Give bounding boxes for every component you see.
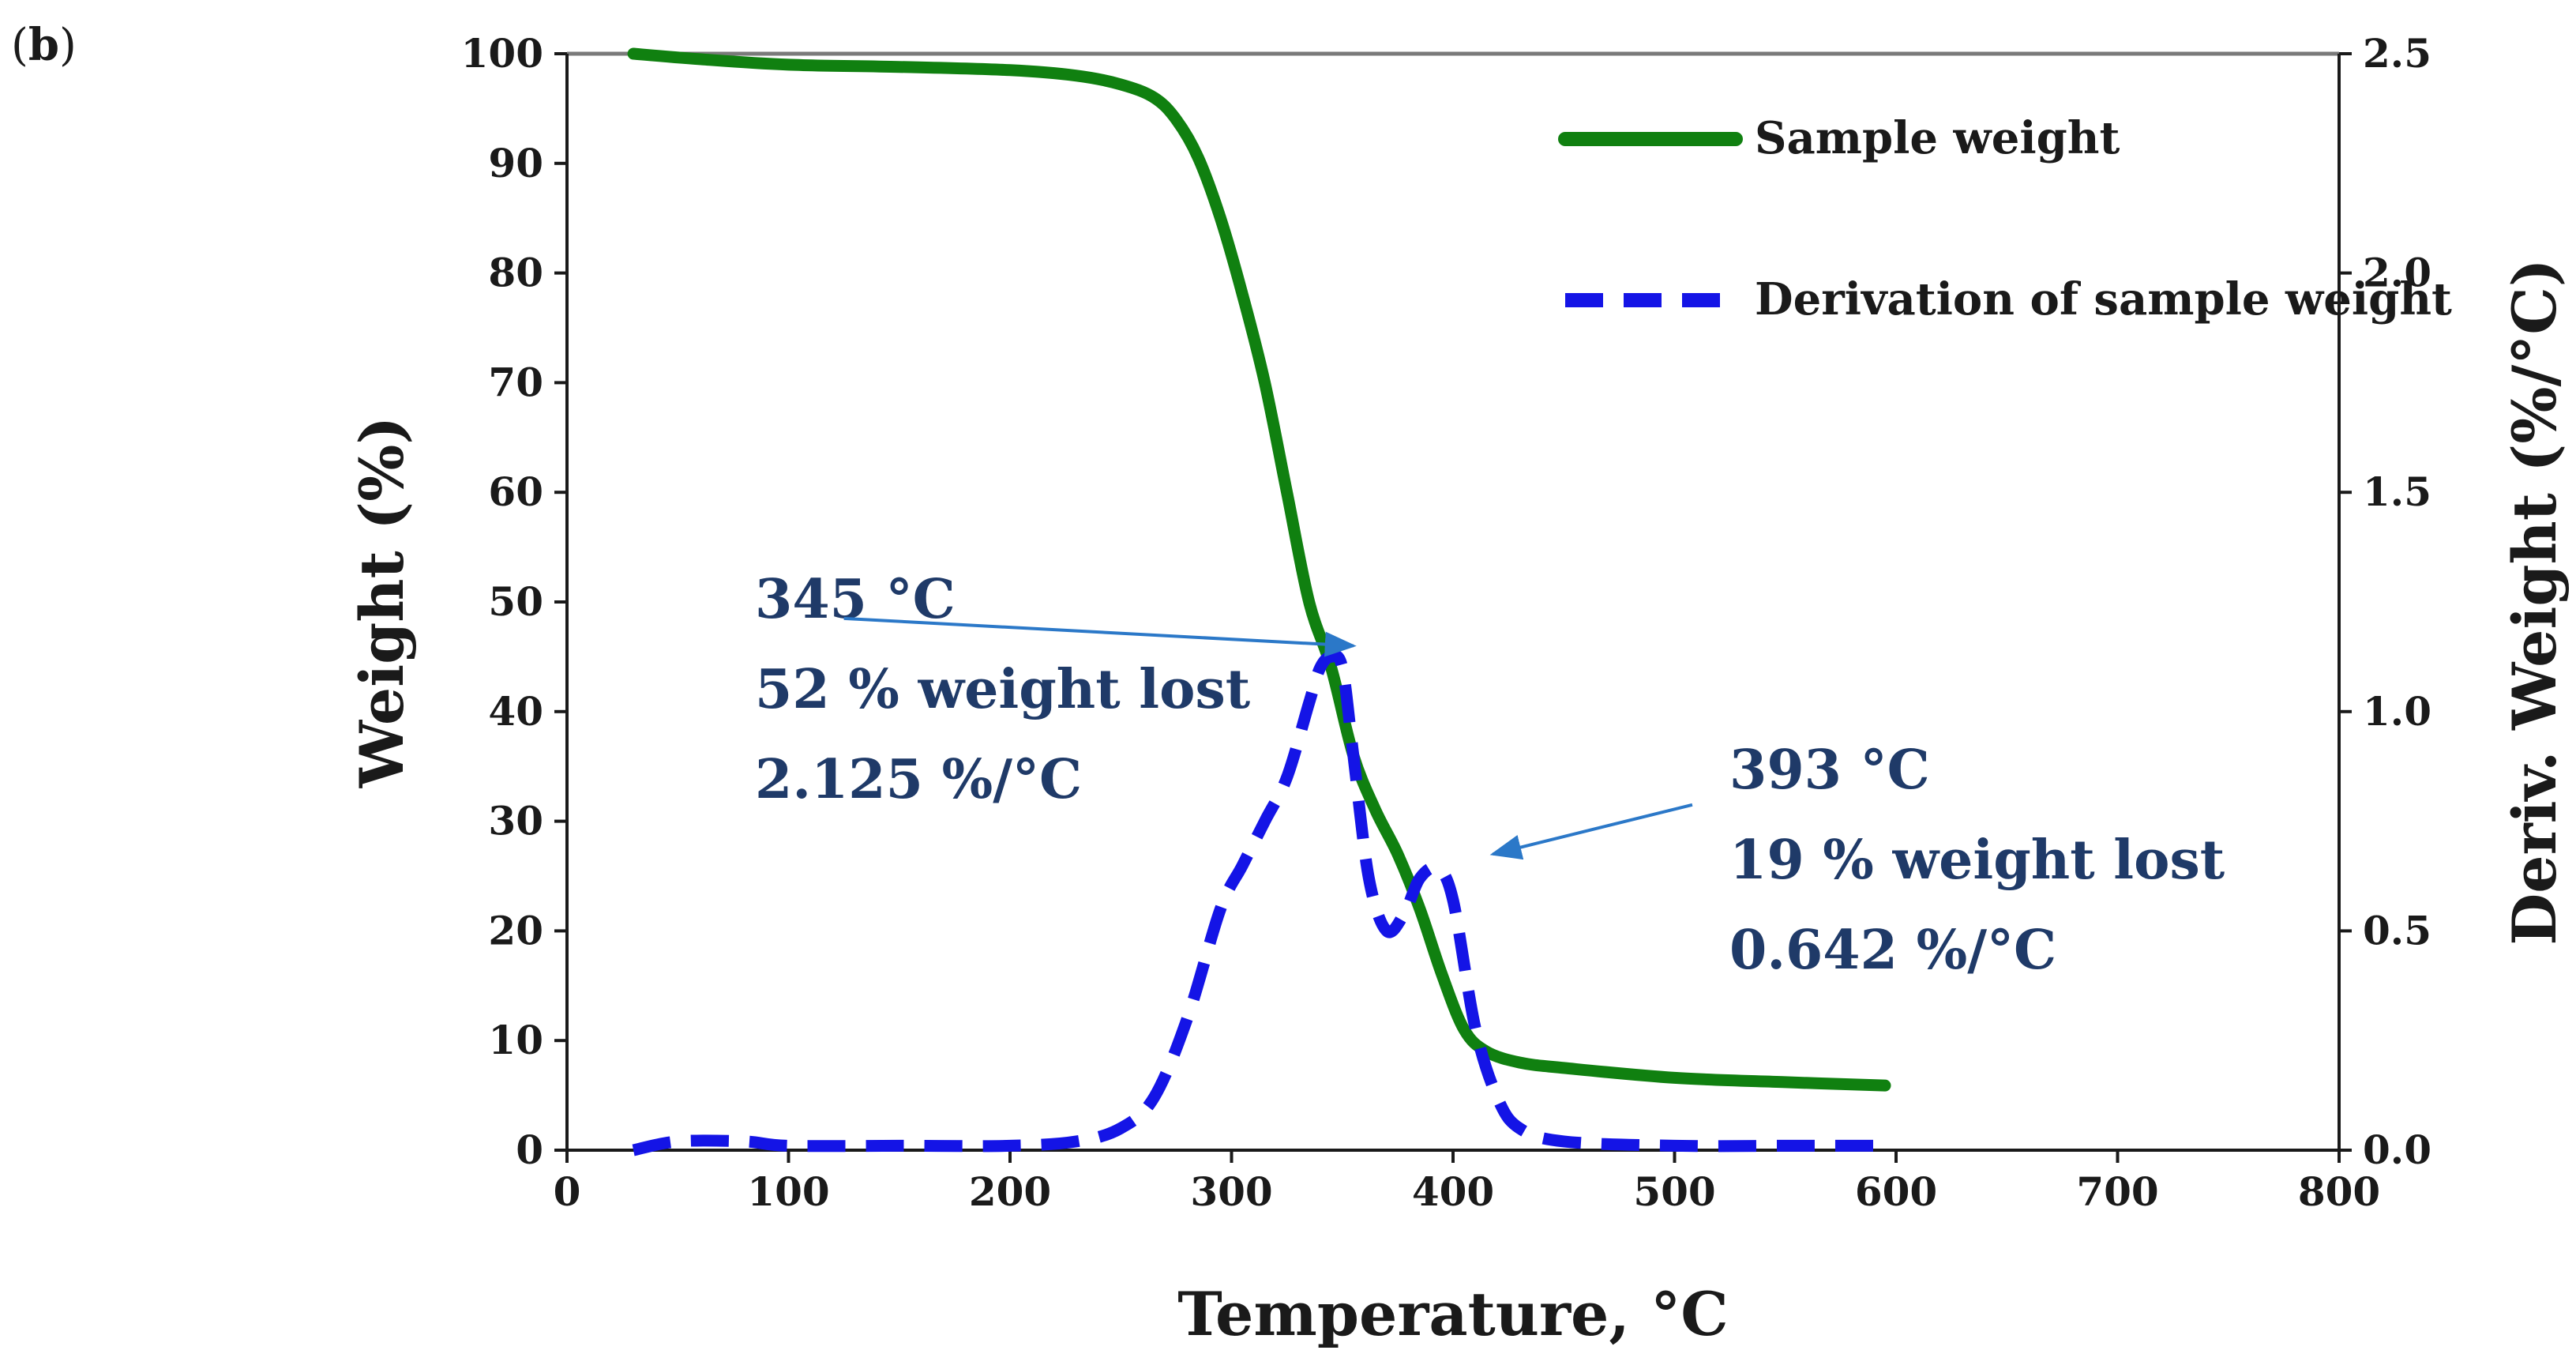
y2-tick-label: 0.5	[2363, 907, 2431, 953]
x-tick-label: 700	[2076, 1168, 2158, 1215]
annotation-line: 2.125 %/°C	[755, 748, 1082, 811]
y-tick-label: 10	[488, 1017, 543, 1063]
x-tick-label: 600	[1855, 1168, 1937, 1215]
x-axis-title: Temperature, °C	[1177, 1279, 1729, 1349]
y-tick-label: 20	[488, 907, 543, 953]
annotation-arrow	[843, 616, 1357, 657]
annotation-line: 393 °C	[1729, 739, 1930, 802]
y-tick-label: 0	[516, 1126, 543, 1173]
y2-ticks: 0.0 0.5 1.0 1.5 2.0 2.5	[2339, 30, 2431, 1173]
x-tick-label: 100	[747, 1168, 829, 1215]
y2-tick-label: 1.5	[2363, 468, 2431, 515]
y2-tick-label: 2.5	[2363, 30, 2431, 77]
y-ticks: 0 10 20 30 40 50 60 70 80 90 100	[461, 30, 567, 1173]
annotation-line: 52 % weight lost	[755, 658, 1251, 721]
x-tick-label: 800	[2298, 1168, 2380, 1215]
sample-weight-line	[627, 47, 1891, 1092]
legend: Sample weight Derivation of sample weigh…	[1558, 112, 2452, 325]
annotations: 345 °C 52 % weight lost 2.125 %/°C 393 °C 19…	[755, 568, 2225, 982]
y-tick-label: 100	[461, 30, 543, 77]
annotation-line: 0.642 %/°C	[1729, 919, 2056, 982]
x-tick-label: 0	[554, 1168, 581, 1215]
y-axis-title: Weight (%)	[347, 416, 417, 788]
legend-label-sample-weight: Sample weight	[1755, 112, 2120, 164]
x-tick-label: 300	[1190, 1168, 1272, 1215]
x-tick-label: 500	[1633, 1168, 1715, 1215]
annotation-line: 345 °C	[755, 568, 956, 631]
y-tick-label: 50	[488, 578, 543, 625]
annotation-line: 19 % weight lost	[1729, 829, 2225, 892]
y2-tick-label: 1.0	[2363, 688, 2431, 735]
y2-axis-title: Deriv. Weight (%/°C)	[2499, 258, 2570, 945]
annotation-arrow	[1489, 803, 1693, 860]
y2-tick-label: 2.0	[2363, 250, 2431, 296]
derivative-line	[632, 649, 1874, 1157]
y-tick-label: 60	[488, 468, 543, 515]
y-tick-label: 70	[488, 359, 543, 405]
y-tick-label: 90	[488, 140, 543, 186]
x-tick-label: 400	[1412, 1168, 1494, 1215]
x-ticks: 0 100 200 300 400 500 600 700 800	[554, 1150, 2380, 1215]
legend-label-derivative: Derivation of sample weight	[1755, 273, 2452, 325]
y-tick-label: 30	[488, 798, 543, 844]
annotation-text: 345 °C 52 % weight lost 2.125 %/°C	[755, 568, 1251, 811]
x-tick-label: 200	[969, 1168, 1051, 1215]
y2-tick-label: 0.0	[2363, 1126, 2431, 1173]
y-tick-label: 80	[488, 250, 543, 296]
y-tick-label: 40	[488, 688, 543, 735]
annotation-text: 393 °C 19 % weight lost 0.642 %/°C	[1729, 739, 2225, 982]
panel-label: (b)	[11, 19, 77, 71]
